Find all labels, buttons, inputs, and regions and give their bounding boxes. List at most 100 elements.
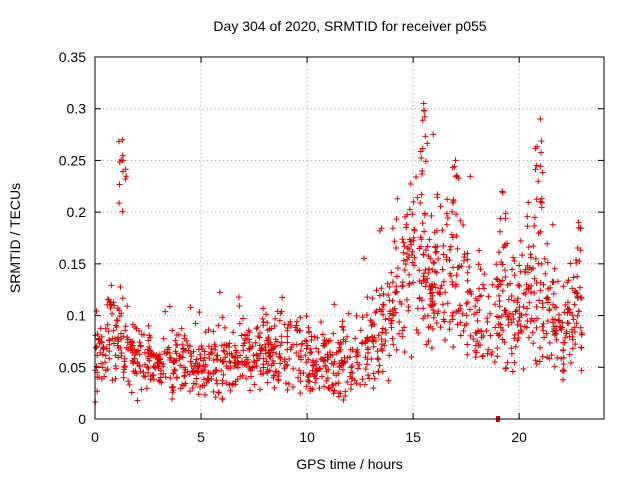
data-point: [459, 310, 466, 317]
data-point: [296, 367, 303, 374]
data-point: [420, 251, 427, 258]
data-point: [573, 257, 580, 264]
data-point: [290, 384, 297, 391]
data-point: [401, 348, 408, 355]
data-point: [517, 237, 524, 244]
data-point: [277, 360, 284, 367]
data-point: [401, 324, 408, 331]
data-point: [274, 308, 281, 315]
data-point: [338, 340, 345, 347]
data-point: [538, 138, 545, 145]
data-point: [380, 311, 387, 318]
data-point: [320, 358, 327, 365]
data-point: [533, 196, 540, 203]
data-point: [177, 385, 184, 392]
data-point: [448, 231, 455, 238]
data-point: [344, 379, 351, 386]
data-point: [433, 248, 440, 255]
data-point: [510, 254, 517, 261]
data-point: [504, 282, 511, 289]
data-point: [461, 322, 468, 329]
data-point: [499, 336, 506, 343]
data-point: [191, 363, 198, 370]
data-point: [112, 322, 119, 329]
data-point: [215, 389, 222, 396]
data-point: [284, 339, 291, 346]
data-point: [102, 367, 109, 374]
data-point: [578, 295, 585, 302]
data-point: [478, 292, 485, 299]
data-point: [438, 282, 445, 289]
data-point: [538, 149, 545, 156]
y-tick-label: 0.05: [59, 359, 86, 375]
data-point: [193, 356, 200, 363]
data-point: [545, 299, 552, 306]
data-point: [409, 259, 416, 266]
data-point: [427, 295, 434, 302]
data-point: [210, 357, 217, 364]
data-point: [531, 289, 538, 296]
data-point: [577, 294, 584, 301]
x-tick-label: 0: [91, 429, 99, 445]
data-point: [394, 265, 401, 272]
data-point: [339, 318, 346, 325]
data-point: [549, 221, 556, 228]
data-point: [106, 355, 113, 362]
data-point: [421, 212, 428, 219]
data-point: [353, 312, 360, 319]
x-tick-label: 10: [299, 429, 315, 445]
data-point: [212, 343, 219, 350]
data-point: [416, 267, 423, 274]
data-point: [570, 274, 577, 281]
data-point: [498, 313, 505, 320]
data-point: [447, 270, 454, 277]
data-point: [130, 358, 137, 365]
data-point: [413, 174, 420, 181]
data-point: [213, 377, 220, 384]
data-point: [218, 367, 225, 374]
data-point: [306, 371, 313, 378]
data-point: [181, 335, 188, 342]
data-point: [378, 345, 385, 352]
data-point: [308, 333, 315, 340]
data-point: [536, 297, 543, 304]
data-point: [434, 243, 441, 250]
data-point: [391, 305, 398, 312]
data-point: [111, 302, 118, 309]
data-point: [541, 334, 548, 341]
data-point: [372, 309, 379, 316]
data-point: [242, 337, 249, 344]
data-point: [527, 288, 534, 295]
data-point: [553, 327, 560, 334]
data-point: [370, 343, 377, 350]
data-point: [560, 376, 567, 383]
data-point: [480, 352, 487, 359]
data-point: [437, 203, 444, 210]
data-point: [176, 352, 183, 359]
data-point: [304, 342, 311, 349]
data-point: [271, 384, 278, 391]
data-point: [529, 329, 536, 336]
data-point: [418, 280, 425, 287]
data-point: [444, 196, 451, 203]
data-point: [474, 338, 481, 345]
data-point: [367, 317, 374, 324]
data-point: [109, 310, 116, 317]
data-point: [418, 191, 425, 198]
data-point: [197, 351, 204, 358]
data-point: [321, 383, 328, 390]
data-point: [170, 370, 177, 377]
data-point: [235, 294, 242, 301]
data-point: [337, 339, 344, 346]
data-point: [439, 301, 446, 308]
data-point: [430, 326, 437, 333]
data-point: [577, 225, 584, 232]
data-point: [337, 390, 344, 397]
y-tick-label: 0.1: [67, 308, 87, 324]
data-point: [186, 388, 193, 395]
data-point: [467, 332, 474, 339]
data-point: [416, 245, 423, 252]
data-point: [173, 350, 180, 357]
data-point: [489, 349, 496, 356]
data-point: [406, 282, 413, 289]
